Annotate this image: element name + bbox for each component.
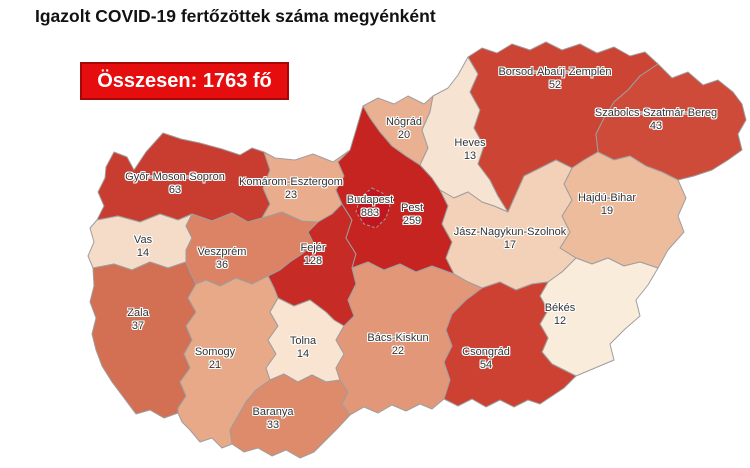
total-cases-badge: Összesen: 1763 fő [80,62,289,100]
page-title: Igazolt COVID-19 fertőzöttek száma megyé… [35,6,436,26]
county-shape-gyor-moson-sopron [96,132,271,223]
county-shape-bacs-kiskun [335,261,483,416]
county-shape-szabolcs-szatmar-bereg [595,63,747,181]
county-shape-vas [87,213,193,271]
county-shape-baranya [229,373,351,459]
county-shape-zala [89,261,197,419]
total-cases-label: Összesen: 1763 fő [97,69,272,92]
county-shape-bekes [539,257,659,377]
county-shape-budapest [355,187,391,229]
